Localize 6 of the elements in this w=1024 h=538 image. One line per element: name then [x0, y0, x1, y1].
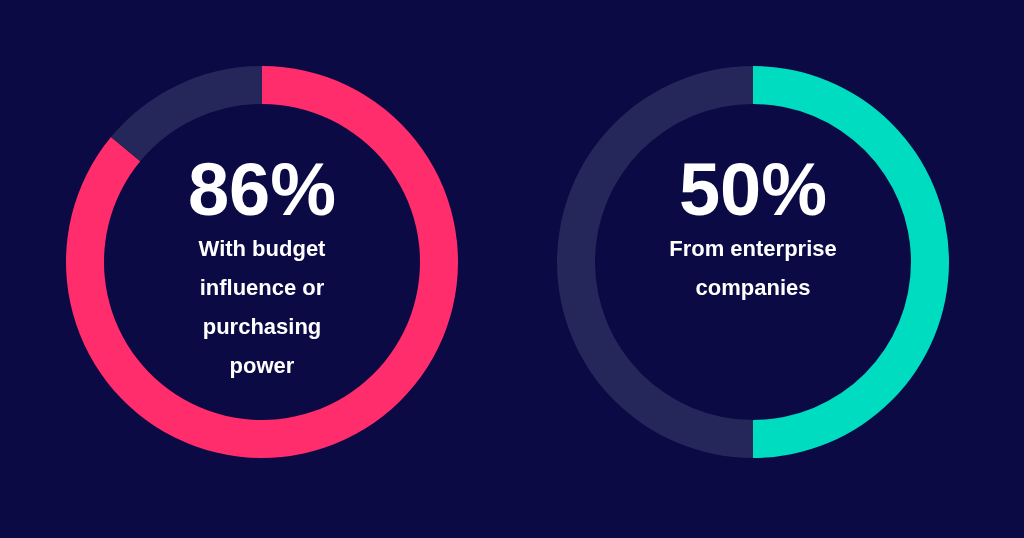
text: With budget influence or purchasing power: [198, 236, 327, 378]
donut-slice: [110, 66, 262, 162]
text: From enterprise companies: [669, 236, 837, 300]
donut-slice: [66, 66, 458, 458]
data-label: 86%: [187, 148, 337, 231]
data-label: 50%: [678, 148, 828, 231]
